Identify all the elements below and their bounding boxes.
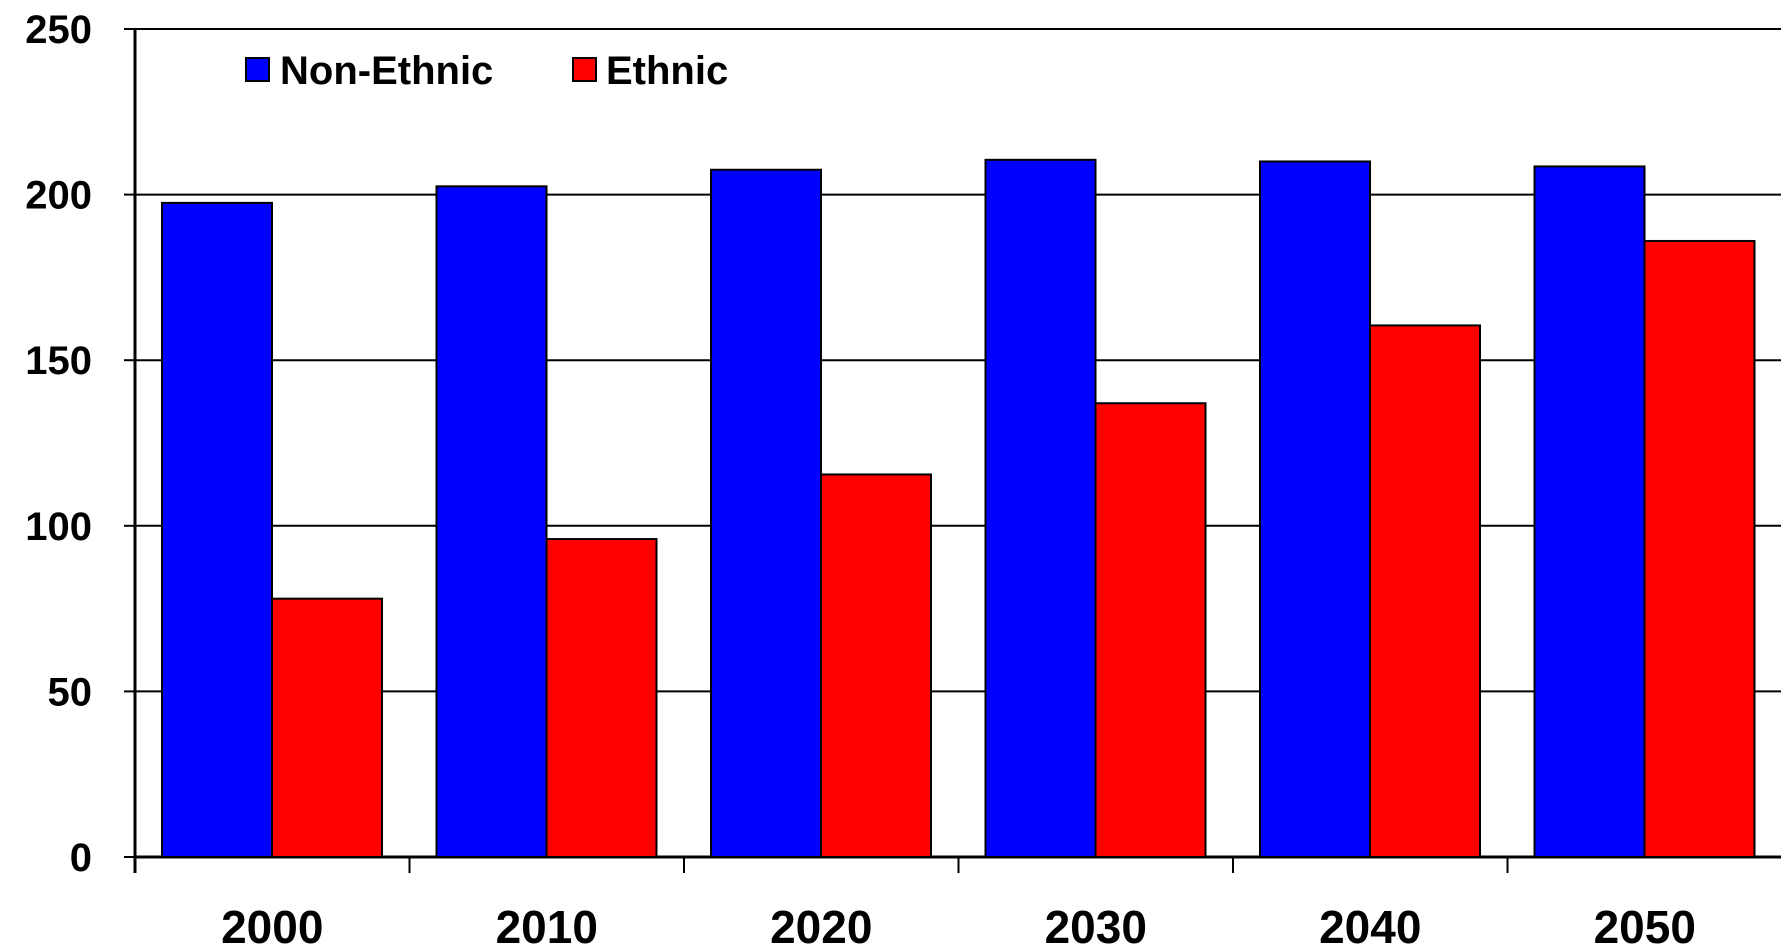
bar-non-ethnic-2040 (1260, 161, 1370, 857)
x-tick-label: 2010 (496, 901, 598, 948)
legend-label-non-ethnic: Non-Ethnic (280, 49, 493, 93)
legend: Non-Ethnic Ethnic (246, 49, 728, 93)
legend-label-ethnic: Ethnic (606, 49, 728, 93)
y-tick-label: 150 (25, 339, 92, 383)
legend-swatch-ethnic (573, 58, 596, 81)
x-tick-label: 2000 (221, 901, 323, 948)
bar-non-ethnic-2030 (986, 160, 1096, 857)
legend-swatch-non-ethnic (246, 58, 269, 81)
bar-non-ethnic-2010 (437, 186, 547, 857)
bar-ethnic-2000 (272, 599, 382, 857)
x-tick-labels: 2000 2010 2020 2030 2040 2050 (221, 901, 1696, 948)
bar-non-ethnic-2000 (162, 203, 272, 857)
y-tick-label: 0 (70, 836, 92, 880)
x-tick-label: 2050 (1594, 901, 1696, 948)
bar-ethnic-2030 (1096, 403, 1206, 857)
y-tick-labels: 0 50 100 150 200 250 (25, 8, 92, 880)
y-tick-label: 250 (25, 8, 92, 52)
bar-non-ethnic-2020 (711, 170, 821, 857)
y-tick-label: 200 (25, 174, 92, 218)
x-tick-label: 2040 (1319, 901, 1421, 948)
y-tick-label: 100 (25, 505, 92, 549)
bar-ethnic-2010 (547, 539, 657, 857)
bar-ethnic-2020 (821, 474, 931, 857)
bar-non-ethnic-2050 (1535, 166, 1645, 857)
bars (162, 160, 1755, 857)
y-tick-label: 50 (48, 670, 93, 714)
x-tick-label: 2030 (1045, 901, 1147, 948)
x-tick-label: 2020 (770, 901, 872, 948)
bar-ethnic-2050 (1645, 241, 1755, 857)
bar-ethnic-2040 (1370, 325, 1480, 857)
